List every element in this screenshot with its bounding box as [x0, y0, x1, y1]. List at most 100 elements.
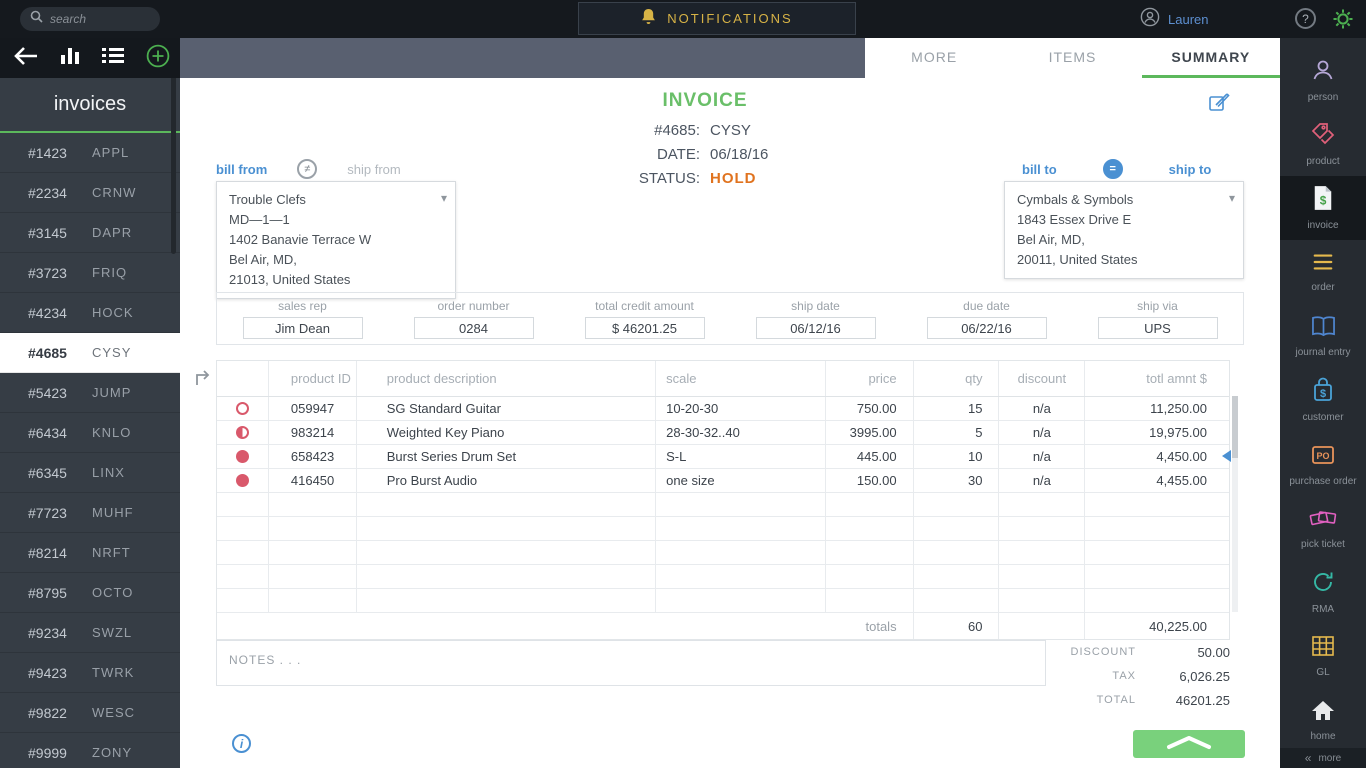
field-value-input[interactable]: $ 46201.25 — [584, 317, 705, 339]
table-row[interactable]: 059947 SG Standard Guitar 10-20-30 750.0… — [217, 397, 1229, 421]
nav-item-order[interactable]: order — [1280, 240, 1366, 304]
table-scrollbar[interactable] — [1232, 396, 1238, 612]
invoice-code: OCTO — [92, 585, 134, 600]
cell-product-id: 416450 — [269, 469, 357, 492]
line-items-table: product ID product description scale pri… — [216, 360, 1230, 640]
address-dropdown-icon[interactable]: ▾ — [1228, 191, 1235, 205]
address-equal-toggle[interactable]: = — [1102, 159, 1123, 179]
chart-view-button[interactable] — [60, 46, 80, 70]
table-row[interactable]: 983214 Weighted Key Piano 28-30-32..40 3… — [217, 421, 1229, 445]
table-scroll-thumb[interactable] — [1232, 396, 1238, 458]
sidebar-scroll-thumb[interactable] — [171, 62, 176, 254]
nav-label: order — [1311, 282, 1335, 293]
home-icon — [1310, 698, 1336, 727]
table-row-empty[interactable] — [217, 517, 1229, 541]
notes-input[interactable] — [216, 640, 1046, 686]
table-row[interactable]: 658423 Burst Series Drum Set S-L 445.00 … — [217, 445, 1229, 469]
nav-item-pick-ticket[interactable]: pick ticket — [1280, 496, 1366, 560]
user-icon — [1140, 7, 1160, 32]
nav-more[interactable]: « more — [1280, 748, 1366, 768]
reorder-rows-button[interactable] — [194, 368, 212, 391]
ship-from-tab[interactable]: ship from — [347, 161, 401, 177]
address-not-equal-toggle[interactable]: ≠ — [297, 159, 318, 179]
edit-button[interactable] — [1208, 92, 1230, 119]
address-line: 20011, United States — [1017, 252, 1138, 267]
sidebar-scrollbar[interactable] — [171, 62, 176, 762]
cell-description: Pro Burst Audio — [357, 469, 657, 492]
field-label: due date — [963, 299, 1010, 313]
back-button[interactable] — [14, 46, 38, 71]
table-row-empty[interactable] — [217, 493, 1229, 517]
svg-text:$: $ — [1320, 193, 1327, 207]
address-dropdown-icon[interactable]: ▾ — [440, 191, 447, 205]
field-value-input[interactable]: Jim Dean — [242, 317, 363, 339]
bill-from-address-box[interactable]: ▾ Trouble Clefs MD—1—1 1402 Banavie Terr… — [216, 181, 456, 299]
address-line: Bel Air, MD, — [229, 252, 297, 267]
invoice-list-item[interactable]: #5423 JUMP — [0, 373, 180, 413]
table-row[interactable]: 416450 Pro Burst Audio one size 150.00 3… — [217, 469, 1229, 493]
collapse-button[interactable] — [1133, 730, 1245, 758]
invoice-list-item[interactable]: #3145 DAPR — [0, 213, 180, 253]
invoice-number: #7723 — [28, 504, 67, 521]
invoice-list-item[interactable]: #8795 OCTO — [0, 573, 180, 613]
nav-item-journal-entry[interactable]: journal entry — [1280, 304, 1366, 368]
tab-items[interactable]: ITEMS — [1048, 48, 1097, 65]
invoice-list-item[interactable]: #9822 WESC — [0, 693, 180, 733]
invoice-list-item[interactable]: #3723 FRIQ — [0, 253, 180, 293]
nav-item-gl[interactable]: GL — [1280, 624, 1366, 688]
bill-to-tab[interactable]: bill to — [1022, 161, 1057, 177]
cell-qty: 30 — [914, 469, 1000, 492]
invoice-code: LINX — [92, 465, 125, 480]
cell-discount: n/a — [999, 421, 1086, 444]
invoice-list-item[interactable]: #9999 ZONY — [0, 733, 180, 768]
cell-qty: 10 — [914, 445, 1000, 468]
invoice-code: KNLO — [92, 425, 132, 440]
table-row-empty[interactable] — [217, 565, 1229, 589]
invoice-list-item[interactable]: #4234 HOCK — [0, 293, 180, 333]
nav-item-customer[interactable]: $ customer — [1280, 368, 1366, 432]
invoice-list-item[interactable]: #4685 CYSY — [0, 333, 180, 373]
notifications-button[interactable]: NOTIFICATIONS — [578, 2, 856, 35]
invoice-list-item[interactable]: #1423 APPL — [0, 133, 180, 173]
help-button[interactable]: ? — [1295, 8, 1316, 29]
nav-item-rma[interactable]: RMA — [1280, 560, 1366, 624]
bill-to-address-box[interactable]: ▾ Cymbals & Symbols 1843 Essex Drive E B… — [1004, 181, 1244, 279]
table-row-empty[interactable] — [217, 541, 1229, 565]
tab-summary[interactable]: SUMMARY — [1141, 38, 1280, 78]
invoice-list-item[interactable]: #9423 TWRK — [0, 653, 180, 693]
field-value-input[interactable]: 0284 — [413, 317, 534, 339]
add-button[interactable] — [146, 44, 170, 73]
settings-button[interactable] — [1332, 8, 1354, 30]
field-value-input[interactable]: 06/22/16 — [926, 317, 1047, 339]
bar-chart-icon — [60, 46, 80, 70]
ship-to-tab[interactable]: ship to — [1168, 161, 1212, 177]
field-value-input[interactable]: 06/12/16 — [755, 317, 876, 339]
col-header-status — [217, 361, 269, 396]
nav-item-product[interactable]: product — [1280, 112, 1366, 176]
invoice-list-item[interactable]: #7723 MUHF — [0, 493, 180, 533]
tax-label: TAX — [1112, 670, 1136, 682]
invoice-list-item[interactable]: #8214 NRFT — [0, 533, 180, 573]
cell-price: 445.00 — [826, 445, 914, 468]
invoice-list-item[interactable]: #9234 SWZL — [0, 613, 180, 653]
user-menu[interactable]: Lauren — [1140, 0, 1208, 38]
invoice-list-item[interactable]: #6434 KNLO — [0, 413, 180, 453]
nav-item-person[interactable]: person — [1280, 48, 1366, 112]
field-value-input[interactable]: UPS — [1097, 317, 1218, 339]
nav-item-purchase-order[interactable]: PO purchase order — [1280, 432, 1366, 496]
nav-item-home[interactable]: home — [1280, 688, 1366, 752]
info-button[interactable]: i — [232, 734, 251, 753]
search-input[interactable] — [50, 12, 150, 26]
nav-item-invoice[interactable]: $ invoice — [1280, 176, 1366, 240]
tab-more[interactable]: MORE — [911, 48, 958, 65]
list-view-button[interactable] — [102, 47, 124, 69]
journal-entry-icon — [1310, 315, 1337, 343]
table-row-empty[interactable] — [217, 589, 1229, 613]
nav-label: product — [1306, 156, 1340, 167]
invoice-list-item[interactable]: #6345 LINX — [0, 453, 180, 493]
bill-from-tab[interactable]: bill from — [216, 161, 268, 177]
status-icon — [235, 426, 249, 439]
global-search[interactable] — [20, 7, 160, 31]
invoice-list-item[interactable]: #2234 CRNW — [0, 173, 180, 213]
